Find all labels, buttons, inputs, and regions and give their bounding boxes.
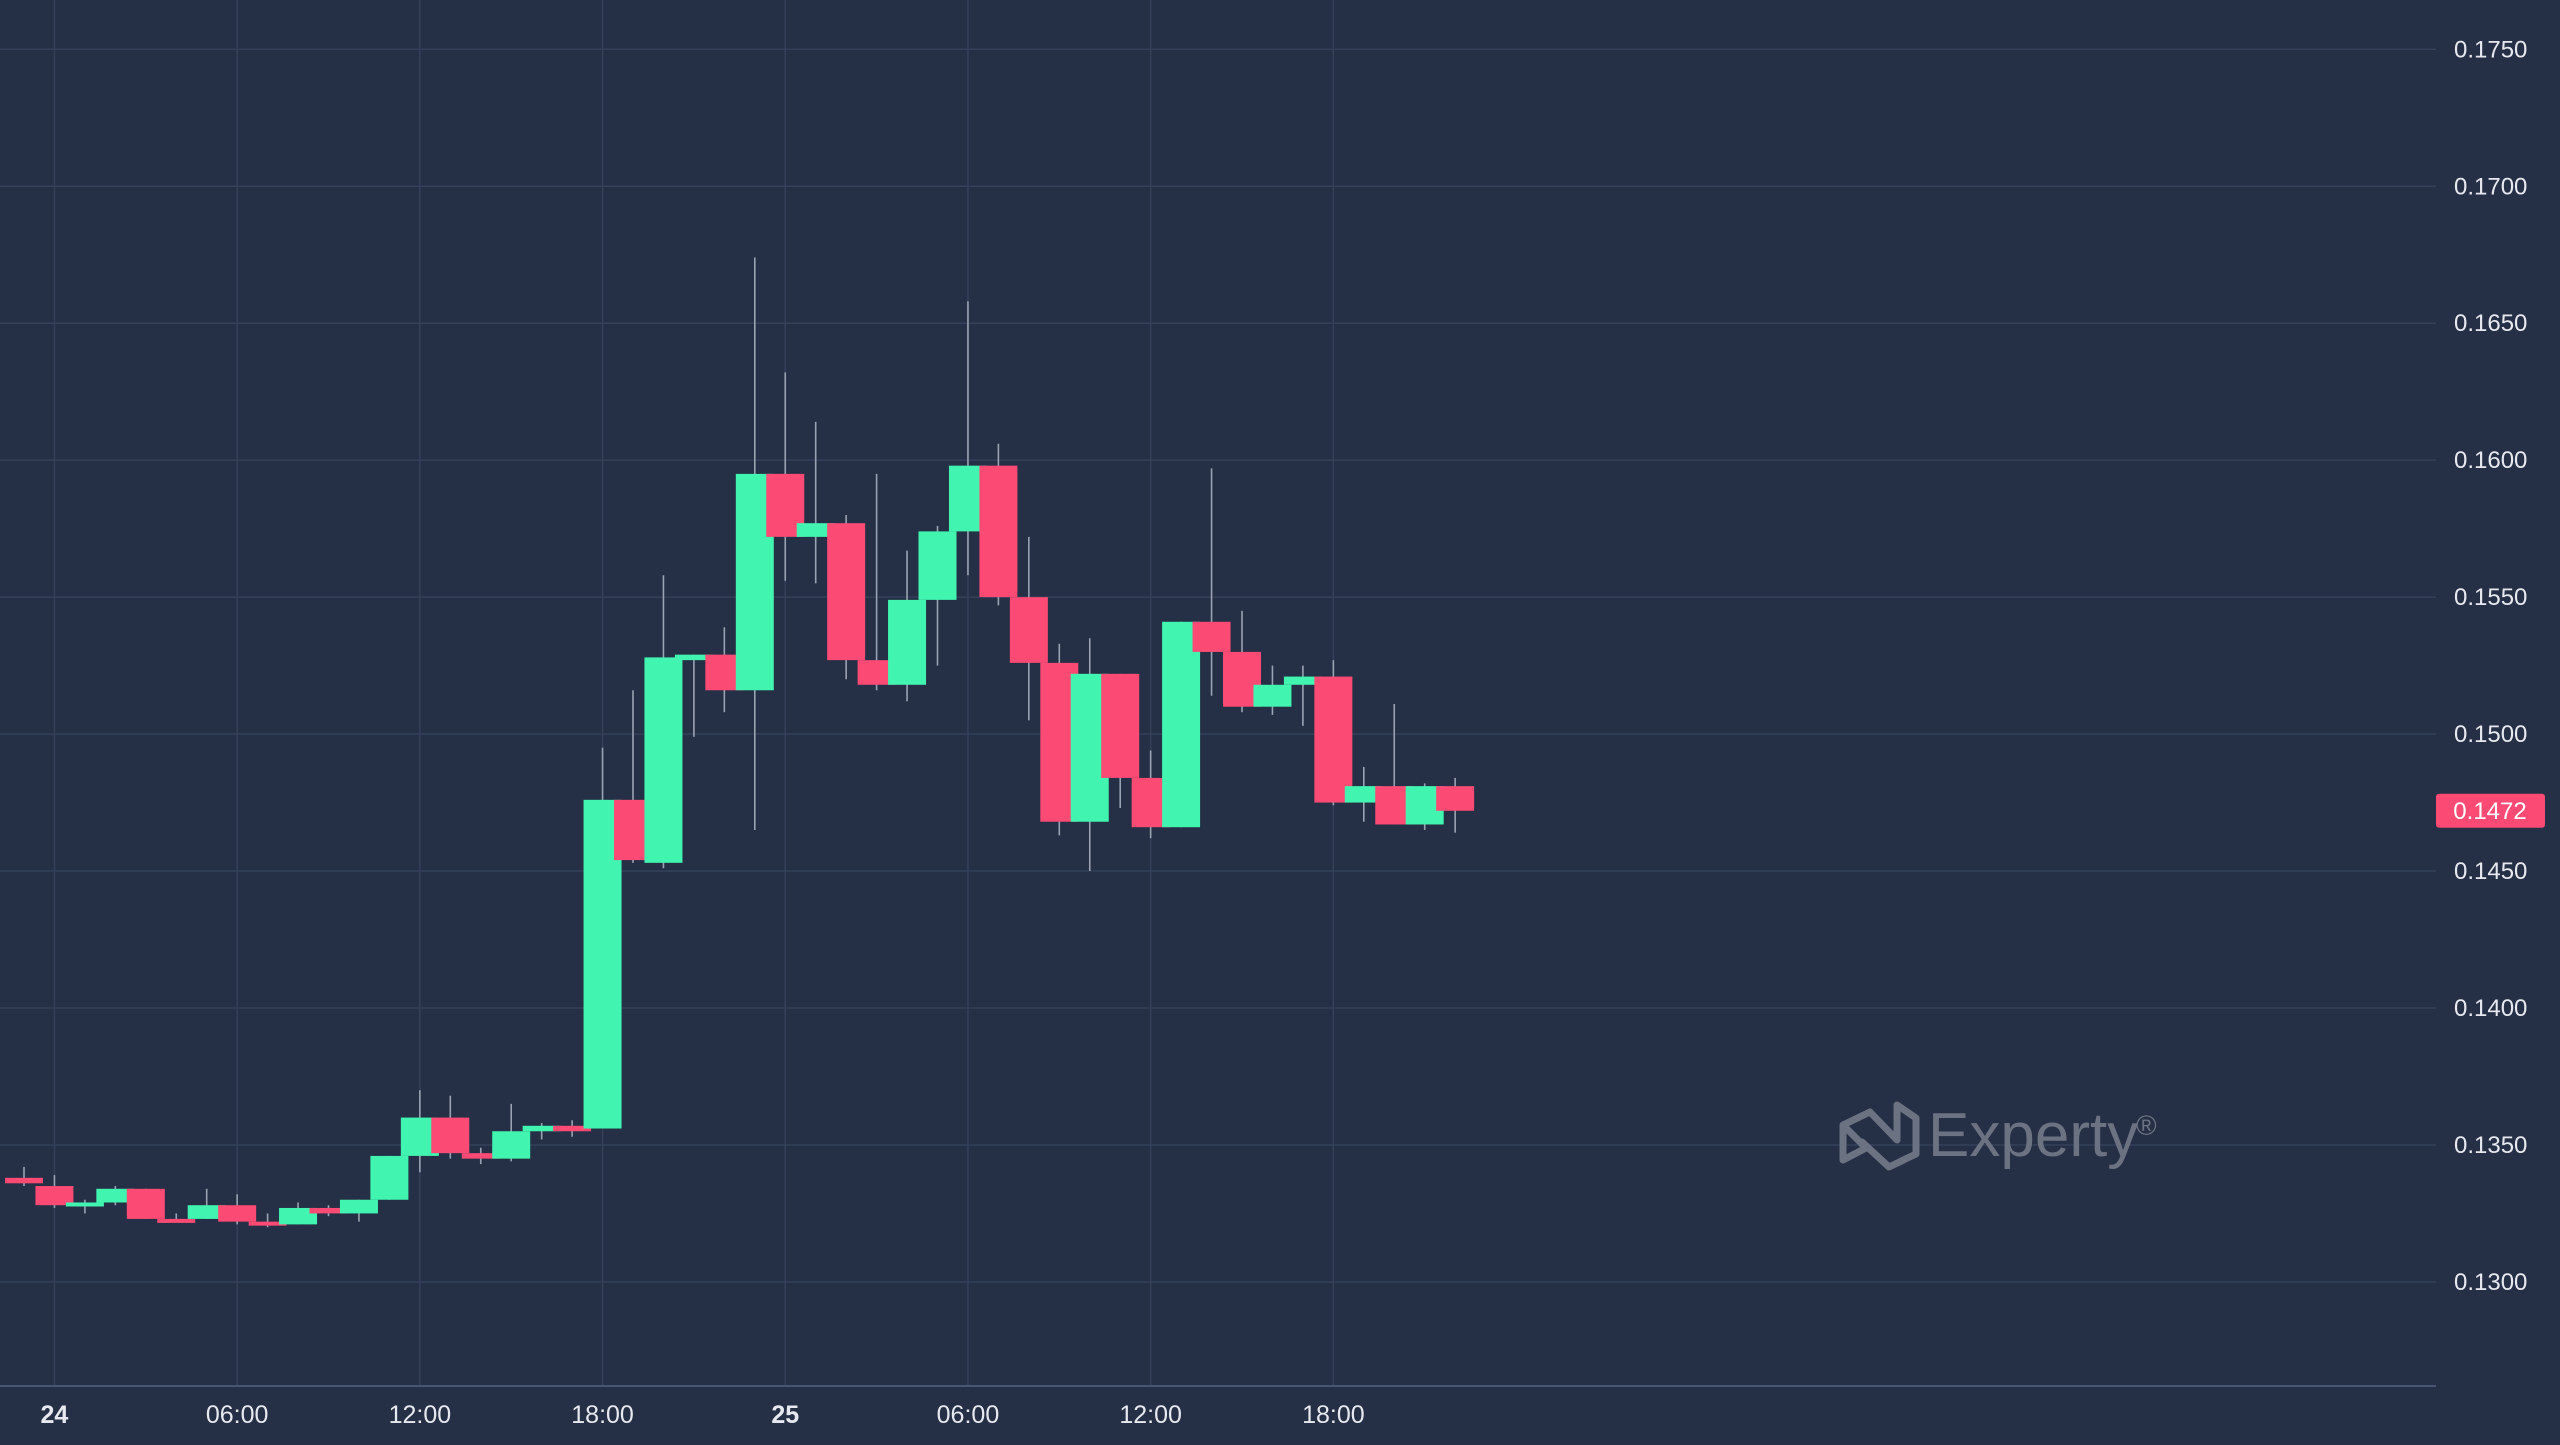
- watermark: Experty ®: [1839, 1101, 2157, 1171]
- candle-bearish: [461, 1147, 500, 1165]
- candle-body: [187, 1205, 226, 1219]
- candle-bearish: [35, 1175, 74, 1208]
- candle-bearish: [827, 514, 866, 680]
- candle-body: [309, 1207, 348, 1214]
- candle-body: [218, 1205, 257, 1222]
- candle-body: [339, 1199, 378, 1214]
- candle-body: [5, 1177, 43, 1184]
- candle-bullish: [796, 421, 835, 584]
- y-tick-label: 0.1650: [2454, 310, 2527, 337]
- candle-body: [1101, 673, 1140, 778]
- y-tick-label: 0.1700: [2454, 173, 2527, 200]
- candle-bullish: [65, 1199, 104, 1214]
- candle-body: [279, 1207, 318, 1225]
- candle-body: [1283, 676, 1322, 685]
- candle-body: [96, 1188, 135, 1203]
- y-tick-label: 0.1350: [2454, 1132, 2527, 1159]
- candle-bearish: [1314, 660, 1353, 806]
- candle-bullish: [492, 1103, 531, 1162]
- candle-body: [796, 523, 835, 537]
- candle-body: [431, 1117, 470, 1154]
- y-axis: 0.1750 0.1700 0.1650 0.1600 0.1550 0.1500 0.14…: [2454, 36, 2527, 1296]
- candle-bullish: [1283, 665, 1322, 726]
- candle-body: [553, 1125, 592, 1132]
- candle-bearish: [1009, 536, 1048, 721]
- candle-bearish: [979, 443, 1018, 606]
- candle-bearish: [248, 1213, 287, 1228]
- candle-bullish: [1344, 766, 1383, 822]
- candle-body: [65, 1202, 104, 1207]
- candle-body: [918, 531, 957, 600]
- candle-bullish: [644, 575, 683, 869]
- candle-body: [979, 465, 1018, 598]
- candle-bearish: [1192, 468, 1231, 696]
- x-tick-label: 24: [41, 1401, 69, 1429]
- candle-body: [126, 1188, 165, 1219]
- candles: [5, 257, 1475, 1228]
- candle-body: [1162, 621, 1201, 828]
- candle-bearish: [553, 1120, 592, 1137]
- y-tick-label: 0.1300: [2454, 1269, 2527, 1296]
- candle-body: [1253, 684, 1292, 707]
- x-tick-label: 06:00: [937, 1401, 1000, 1429]
- candle-body: [35, 1186, 74, 1206]
- candle-body: [248, 1221, 287, 1226]
- y-tick-label: 0.1500: [2454, 721, 2527, 748]
- last-price-tag: 0.1472: [2436, 793, 2545, 828]
- x-tick-label: 06:00: [206, 1401, 269, 1429]
- candle-body: [674, 654, 713, 661]
- watermark-registered-mark: ®: [2136, 1110, 2157, 1141]
- candle-bullish: [1162, 621, 1201, 828]
- candle-bullish: [339, 1199, 378, 1222]
- x-tick-label: 18:00: [1302, 1401, 1365, 1429]
- x-tick-label: 12:00: [389, 1401, 452, 1429]
- candle-body: [492, 1131, 531, 1159]
- candle-bearish: [218, 1194, 257, 1225]
- candle-bullish: [1253, 665, 1292, 715]
- candle-body: [1192, 621, 1231, 652]
- candle-bullish: [96, 1186, 135, 1206]
- candle-bearish: [5, 1166, 43, 1187]
- candle-bearish: [1436, 777, 1475, 833]
- last-price-label: 0.1472: [2453, 798, 2526, 825]
- candle-bearish: [1101, 673, 1140, 809]
- candle-bullish: [888, 550, 927, 702]
- candle-body: [1009, 597, 1048, 663]
- experty-logo-icon: [1839, 1101, 1920, 1171]
- last-price-tag-background: [2436, 793, 2545, 828]
- candle-bullish: [279, 1202, 318, 1225]
- candle-bullish: [187, 1188, 226, 1219]
- candle-body: [370, 1155, 409, 1200]
- candle-body: [888, 599, 927, 685]
- candle-body: [1344, 786, 1383, 803]
- x-tick-label: 12:00: [1119, 1401, 1182, 1429]
- candle-body: [827, 523, 866, 661]
- candle-bullish: [522, 1123, 561, 1140]
- x-axis: 24 06:00 12:00 18:00 25 06:00 12:00 18:00: [41, 1401, 1365, 1429]
- candle-body: [157, 1218, 196, 1223]
- x-tick-label: 18:00: [571, 1401, 634, 1429]
- candle-bearish: [126, 1188, 165, 1219]
- candle-bearish: [309, 1205, 348, 1217]
- candle-bullish: [674, 654, 713, 737]
- candle-bullish: [370, 1155, 409, 1200]
- candle-bearish: [157, 1213, 196, 1223]
- y-tick-label: 0.1450: [2454, 858, 2527, 885]
- y-tick-label: 0.1550: [2454, 584, 2527, 611]
- y-tick-label: 0.1750: [2454, 36, 2527, 63]
- y-tick-label: 0.1600: [2454, 447, 2527, 474]
- candle-body: [522, 1125, 561, 1132]
- candle-body: [1436, 786, 1475, 811]
- candle-body: [644, 657, 683, 863]
- y-tick-label: 0.1400: [2454, 995, 2527, 1022]
- candle-body: [461, 1153, 500, 1159]
- x-tick-label: 25: [771, 1401, 799, 1429]
- watermark-brand: Experty: [1928, 1101, 2138, 1170]
- candle-body: [1314, 676, 1353, 803]
- candle-bullish: [918, 525, 957, 666]
- candle-bearish: [431, 1095, 470, 1159]
